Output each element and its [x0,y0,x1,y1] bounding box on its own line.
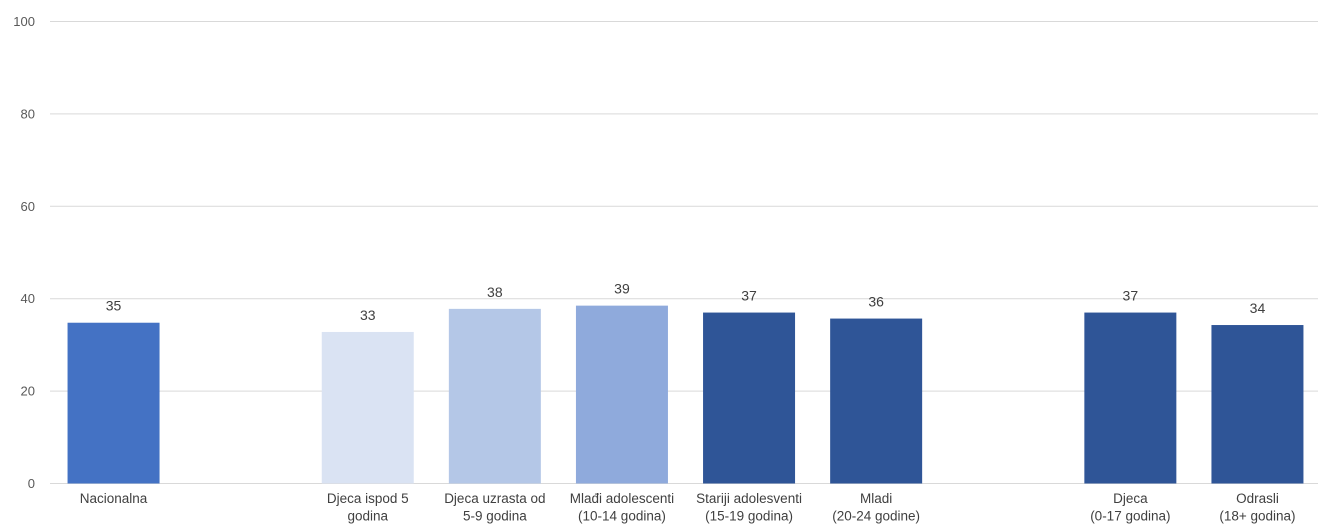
x-tick-label: godina [347,509,388,524]
data-label: 38 [487,284,503,300]
x-tick-label: Mladi [860,491,892,506]
bar [448,308,541,484]
data-label: 36 [868,294,884,310]
data-label: 35 [106,298,122,314]
bar [321,331,414,484]
x-tick-label: (0-17 godina) [1090,509,1170,524]
data-label: 33 [360,307,376,323]
x-tick-label: Nacionalna [80,491,148,506]
y-tick-label: 80 [21,106,35,121]
x-tick-label: Stariji adolesventi [696,491,802,506]
x-tick-label: Djeca ispod 5 [327,491,409,506]
y-tick-label: 40 [21,291,35,306]
x-tick-label: Djeca [1113,491,1148,506]
bar [703,312,796,484]
y-tick-label: 20 [21,384,35,399]
y-tick-label: 0 [28,476,35,491]
data-labels: 35 33 38 39 37 36 37 34 [106,281,1266,323]
bar [830,318,923,484]
bar [67,322,160,484]
x-tick-label: Mlađi adolescenti [570,491,674,506]
bar [575,305,668,484]
bars [67,305,1304,484]
x-tick-label: Djeca uzrasta od [444,491,545,506]
bar [1211,325,1304,484]
x-tick-label: 5-9 godina [463,509,527,524]
data-label: 34 [1250,300,1266,316]
bar [1084,312,1177,484]
data-label: 37 [741,288,757,304]
data-label: 37 [1123,288,1139,304]
x-tick-label: (15-19 godina) [705,509,793,524]
x-tick-label: (20-24 godine) [832,509,920,524]
data-label: 39 [614,281,630,297]
y-axis-ticks: 0 20 40 60 80 100 [13,14,35,491]
y-tick-label: 100 [13,14,35,29]
x-tick-label: Odrasli [1236,491,1279,506]
x-tick-label: (18+ godina) [1219,509,1295,524]
y-tick-label: 60 [21,199,35,214]
x-axis-categories: Nacionalna Djeca ispod 5 godina Djeca uzras… [80,491,1296,524]
x-tick-label: (10-14 godina) [578,509,666,524]
